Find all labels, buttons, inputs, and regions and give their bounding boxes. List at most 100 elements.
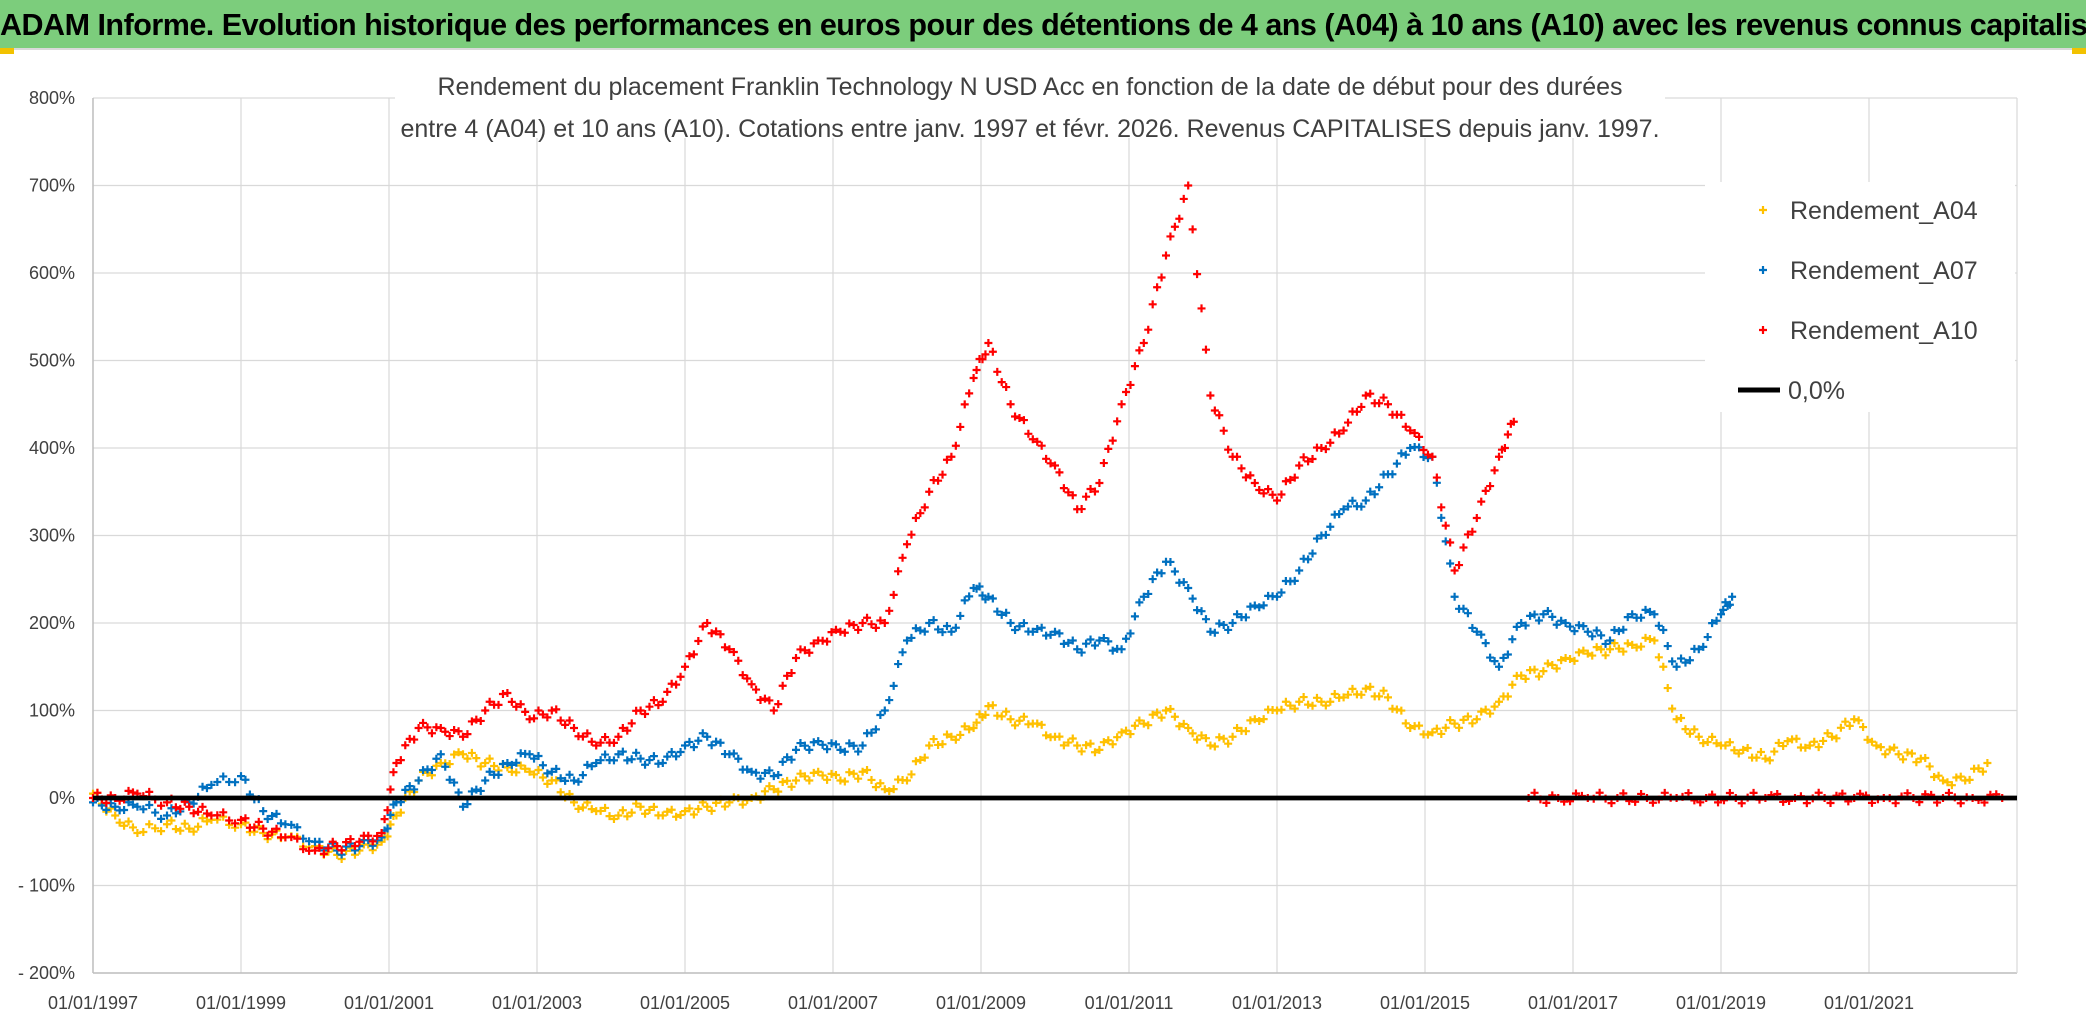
- series-rendement-a07-point-interp: [1290, 576, 1299, 585]
- series-rendement-a04-point-interp: [916, 755, 925, 764]
- series-rendement-a10-point: [547, 706, 556, 715]
- series-rendement-a10-point-interp: [1455, 561, 1464, 570]
- series-rendement-a04-point-interp: [1792, 734, 1801, 743]
- series-rendement-a07-point-interp: [1148, 575, 1157, 584]
- series-rendement-a10-point-interp: [507, 697, 516, 706]
- series-rendement-a04-point: [636, 802, 645, 811]
- series-rendement-a04-point-interp: [1637, 642, 1646, 651]
- series-rendement-a07-point: [207, 780, 216, 789]
- series-rendement-a07-point-interp: [1308, 549, 1317, 558]
- series-rendement-a04-point-interp: [1756, 747, 1765, 756]
- series-rendement-a07-point-interp: [463, 800, 472, 809]
- series-rendement-a04-point-interp: [1543, 659, 1552, 668]
- series-rendement-a04-point: [947, 732, 956, 741]
- series-rendement-a07-point-interp: [809, 738, 818, 747]
- series-rendement-a04-point: [1739, 745, 1748, 754]
- series-rendement-a10-point-interp: [328, 837, 337, 846]
- series-rendement-a10-point: [1273, 496, 1281, 505]
- series-rendement-a10-point-interp: [827, 628, 836, 637]
- series-rendement-a07-point-interp: [876, 711, 885, 720]
- series-rendement-a04-point: [1162, 706, 1170, 715]
- series-rendement-a04-point-interp: [1899, 755, 1908, 764]
- series-rendement-a10-point-interp: [734, 656, 743, 665]
- series-rendement-a07-point-interp: [818, 740, 827, 749]
- series-rendement-a04-point-interp: [1175, 722, 1184, 731]
- series-rendement-a07-point-interp: [783, 753, 792, 762]
- legend-swatch-marker: [1759, 206, 1767, 214]
- series-rendement-a07-point: [163, 811, 171, 820]
- series-rendement-a04-point-interp: [1130, 721, 1139, 730]
- series-rendement-a04-point: [1006, 715, 1015, 724]
- series-rendement-a10-point-interp: [1366, 389, 1375, 398]
- series-rendement-a07-point-interp: [1104, 637, 1113, 646]
- series-rendement-a04-point-interp: [1188, 729, 1197, 738]
- series-rendement-a10-point: [984, 339, 993, 347]
- series-rendement-a04-point-interp: [951, 735, 960, 744]
- series-rendement-a07-point-interp: [1086, 635, 1095, 644]
- series-rendement-a04-point-interp: [1357, 690, 1366, 699]
- series-rendement-a10-padding--point-interp: [1684, 789, 1693, 798]
- series-rendement-a10-point-interp: [1335, 429, 1344, 438]
- x-tick-label: 01/01/2013: [1232, 993, 1322, 1013]
- series-rendement-a04-point-interp: [1685, 729, 1694, 738]
- series-rendement-a10-point-interp: [272, 824, 281, 833]
- series-rendement-a07-point-interp: [1566, 622, 1575, 631]
- series-rendement-a07-point-interp: [988, 594, 997, 603]
- series-rendement-a10-point-interp: [521, 707, 530, 716]
- series-rendement-a07-point-interp: [151, 808, 160, 817]
- series-rendement-a04-point-interp: [760, 787, 769, 796]
- series-rendement-a10-point-interp: [1468, 527, 1477, 536]
- series-rendement-a04-point-interp: [543, 779, 552, 788]
- series-rendement-a04-point-interp: [774, 787, 783, 796]
- series-rendement-a04-point-interp: [1836, 723, 1845, 732]
- series-rendement-a04-point-interp: [942, 730, 951, 739]
- series-rendement-a04-point-interp: [1579, 646, 1588, 655]
- series-rendement-a04-point-interp: [685, 804, 694, 813]
- series-rendement-a10-point: [1495, 452, 1503, 461]
- series-rendement-a04-point: [1694, 732, 1703, 741]
- series-rendement-a07-point-interp: [1481, 639, 1490, 648]
- x-tick-label: 01/01/2005: [640, 993, 730, 1013]
- series-rendement-a07-point: [858, 741, 867, 750]
- series-rendement-a07-point-interp: [712, 737, 721, 746]
- series-rendement-a10-point-interp: [1410, 429, 1419, 438]
- series-rendement-a10-point-interp: [997, 378, 1006, 387]
- series-rendement-a10-point-interp: [1210, 406, 1219, 415]
- series-rendement-a04-point-interp: [1086, 739, 1095, 748]
- series-rendement-a10-point: [1051, 461, 1059, 470]
- y-tick-label: 100%: [29, 701, 75, 721]
- series-rendement-a04-point-interp: [707, 806, 716, 815]
- series-rendement-a07-point: [658, 759, 667, 767]
- series-rendement-a07-point: [836, 745, 845, 754]
- series-rendement-a10-point-interp: [128, 788, 137, 797]
- series-rendement-a10-point-interp: [1330, 428, 1339, 437]
- series-rendement-a07-point-interp: [867, 728, 876, 737]
- series-rendement-a04-point-interp: [1814, 743, 1823, 752]
- series-rendement-a04-point-interp: [627, 808, 636, 817]
- series-rendement-a07-point-interp: [1304, 555, 1313, 564]
- series-rendement-a04-point-interp: [965, 725, 974, 734]
- series-rendement-a10-point-interp: [1304, 457, 1313, 466]
- series-rendement-a07-point-interp: [934, 625, 943, 634]
- series-rendement-a07-point-interp: [1663, 642, 1672, 651]
- series-rendement-a07-point-interp: [1437, 513, 1446, 522]
- series-rendement-a10-point-interp: [1326, 438, 1335, 447]
- series-rendement-a10-point: [1509, 417, 1518, 426]
- series-rendement-a07-point-interp: [189, 799, 198, 808]
- series-rendement-a04-point-interp: [1974, 764, 1983, 773]
- y-tick-label: 500%: [29, 351, 75, 371]
- series-rendement-a04-point-interp: [1446, 716, 1455, 725]
- series-rendement-a04-point-interp: [463, 754, 472, 763]
- series-rendement-a07-point: [1051, 627, 1059, 636]
- series-rendement-a07-point-interp: [871, 725, 880, 734]
- series-rendement-a10-padding--point-interp: [1956, 799, 1965, 808]
- series-rendement-a10-point: [1139, 339, 1148, 347]
- series-rendement-a10-point-interp: [1503, 430, 1512, 439]
- series-rendement-a10-point-interp: [231, 819, 240, 828]
- series-rendement-a10-padding--point-interp: [1607, 799, 1616, 808]
- series-rendement-a04-point-interp: [1570, 656, 1579, 665]
- series-rendement-a10-point-interp: [1126, 380, 1135, 389]
- series-rendement-a04-point-interp: [1201, 734, 1210, 743]
- series-rendement-a10-point-interp: [965, 389, 974, 398]
- series-rendement-a04-point: [185, 824, 194, 833]
